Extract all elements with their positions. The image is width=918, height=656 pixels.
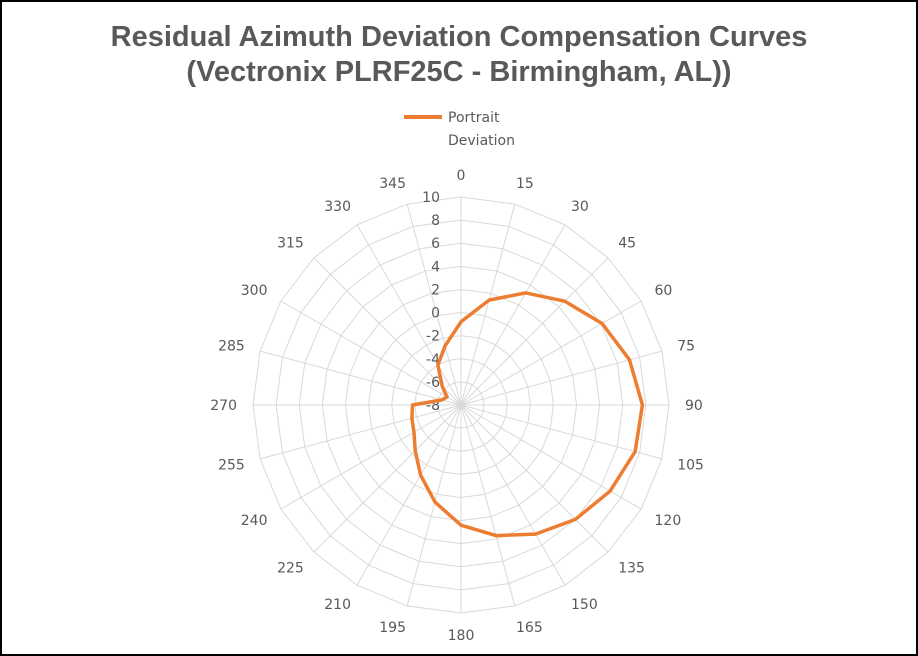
radial-tick-label: -2 xyxy=(426,329,440,345)
angle-label-225: 225 xyxy=(277,561,304,577)
angle-label-255: 255 xyxy=(218,458,245,474)
series-line-portrait-deviation xyxy=(410,291,645,538)
chart-title: Residual Azimuth Deviation Compensation … xyxy=(2,20,916,90)
grid-spoke xyxy=(313,404,462,553)
grid-spoke xyxy=(356,224,462,406)
angle-label-135: 135 xyxy=(618,561,645,577)
grid-spoke xyxy=(313,257,462,406)
angle-label-270: 270 xyxy=(210,398,237,414)
chart-title-line-2: (Vectronix PLRF25C - Birmingham, AL)) xyxy=(186,56,732,88)
grid-spoke xyxy=(460,203,516,406)
grid-spoke xyxy=(280,404,462,510)
grid-spoke xyxy=(406,203,462,406)
angle-label-120: 120 xyxy=(655,513,682,529)
legend-label-portrait-deviation-line-1: Portrait xyxy=(448,110,500,126)
grid-spoke xyxy=(460,350,663,406)
grid-spoke xyxy=(280,300,462,406)
angle-label-210: 210 xyxy=(324,597,351,613)
angle-label-60: 60 xyxy=(655,283,673,299)
angle-label-30: 30 xyxy=(571,199,589,215)
radial-tick-label: 6 xyxy=(431,236,440,252)
radial-tick-label: 0 xyxy=(431,306,440,322)
radial-tick-label: 2 xyxy=(431,282,440,298)
grid-spoke xyxy=(460,257,609,406)
grid-spoke xyxy=(460,404,609,553)
angle-label-165: 165 xyxy=(516,620,543,636)
angle-label-345: 345 xyxy=(379,176,406,192)
angle-label-150: 150 xyxy=(571,597,598,613)
radial-tick-label: 8 xyxy=(431,213,440,229)
angle-label-300: 300 xyxy=(241,283,268,299)
angle-label-105: 105 xyxy=(677,458,704,474)
angle-label-180: 180 xyxy=(448,628,475,644)
angle-label-285: 285 xyxy=(218,339,245,355)
angle-label-15: 15 xyxy=(516,176,534,192)
grid-spoke xyxy=(460,404,663,460)
grid-spoke xyxy=(356,404,462,586)
legend: Portrait Deviation xyxy=(404,110,515,149)
angle-label-90: 90 xyxy=(685,398,703,414)
chart-title-line-1: Residual Azimuth Deviation Compensation … xyxy=(110,21,808,53)
angle-label-330: 330 xyxy=(324,199,351,215)
grid-spoke xyxy=(460,300,642,406)
radar-grid xyxy=(252,196,670,614)
grid-spoke xyxy=(406,404,462,607)
legend-label-portrait-deviation-line-2: Deviation xyxy=(448,133,515,149)
series-layer xyxy=(410,291,645,538)
angle-labels: 0 153045607590105120135150165180195210225… xyxy=(210,168,704,644)
angle-label-0: 0 xyxy=(457,168,466,184)
angle-label-45: 45 xyxy=(618,235,636,251)
angle-label-75: 75 xyxy=(677,339,695,355)
grid-spoke xyxy=(460,224,566,406)
radial-tick-label: 10 xyxy=(422,190,440,206)
radial-tick-label: 4 xyxy=(431,259,440,275)
radial-tick-label: -6 xyxy=(426,375,440,391)
angle-label-195: 195 xyxy=(379,620,406,636)
angle-label-240: 240 xyxy=(241,513,268,529)
grid-spoke xyxy=(460,404,566,586)
grid-spoke xyxy=(259,350,462,406)
angle-label-315: 315 xyxy=(277,235,304,251)
grid-spoke xyxy=(259,404,462,460)
grid-spoke xyxy=(460,404,516,607)
